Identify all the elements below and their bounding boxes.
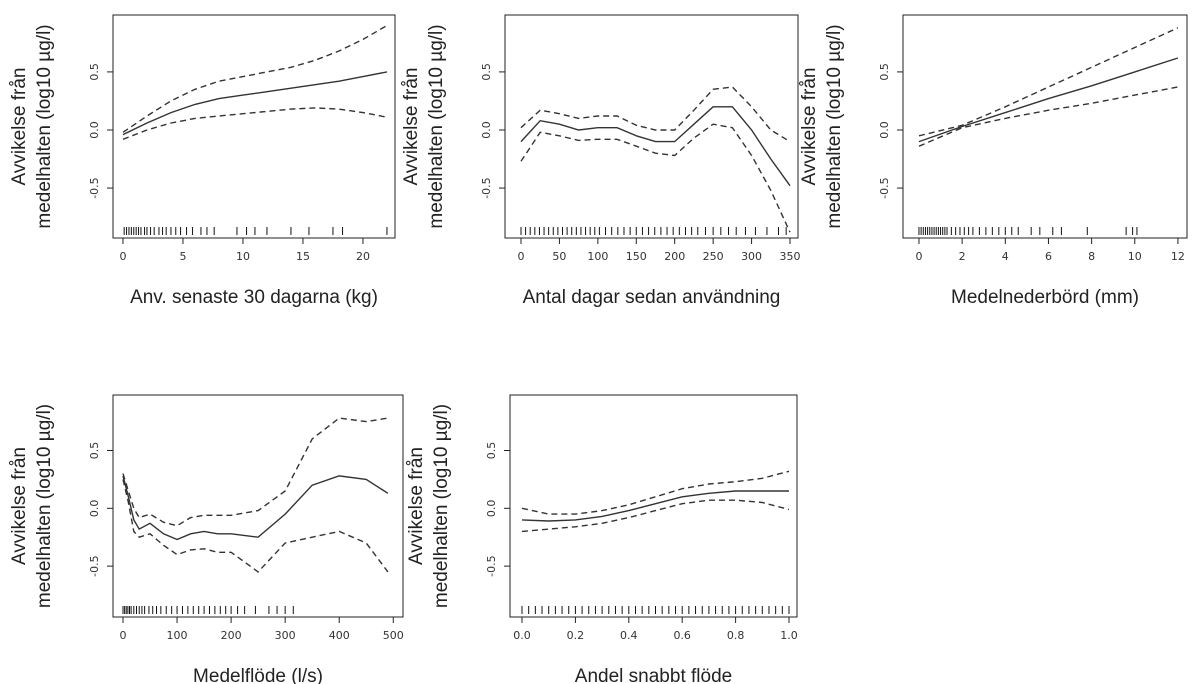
- y-axis-label: medelhalten (log10 µg/l): [34, 24, 55, 228]
- x-tick-label: 20: [356, 250, 370, 263]
- curve: [122, 107, 388, 140]
- y-axis-label: medelhalten (log10 µg/l): [34, 404, 55, 608]
- y-tick-label: 0.5: [485, 442, 498, 460]
- x-tick-label: 0: [517, 250, 524, 263]
- y-axis-label: medelhalten (log10 µg/l): [426, 24, 447, 228]
- x-tick-label: 12: [1171, 250, 1185, 263]
- x-tick-label: 200: [664, 250, 685, 263]
- x-tick-label: 8: [1088, 250, 1095, 263]
- x-axis-label: Andel snabbt flöde: [575, 666, 732, 684]
- x-tick-label: 0.0: [513, 629, 531, 642]
- curve: [521, 499, 790, 533]
- y-tick-label: -0.5: [88, 555, 101, 576]
- x-axis-label: Antal dagar sedan användning: [523, 287, 781, 308]
- x-tick-label: 150: [626, 250, 647, 263]
- plot-box: [112, 14, 396, 239]
- curve: [521, 470, 790, 515]
- x-tick-label: 10: [1128, 250, 1142, 263]
- y-tick-label: 0.0: [88, 121, 101, 139]
- y-axis-label: Avvikelse från: [9, 447, 30, 565]
- x-tick-label: 1.0: [780, 629, 798, 642]
- x-tick-label: 5: [179, 250, 186, 263]
- x-tick-label: 300: [741, 250, 762, 263]
- curve: [520, 106, 791, 187]
- y-axis-label: Avvikelse från: [406, 447, 427, 565]
- y-tick-label: 0.0: [878, 121, 891, 139]
- x-tick-label: 400: [329, 629, 350, 642]
- x-tick-label: 0.2: [567, 629, 585, 642]
- x-tick-label: 100: [167, 629, 188, 642]
- curve: [918, 57, 1179, 143]
- y-axis-label: Avvikelse från: [401, 68, 422, 186]
- y-tick-label: 0.0: [485, 500, 498, 518]
- y-tick-label: 0.5: [88, 63, 101, 81]
- curve: [520, 123, 791, 233]
- x-tick-label: 0.6: [673, 629, 691, 642]
- y-tick-label: 0.0: [88, 500, 101, 518]
- x-tick-label: 100: [587, 250, 608, 263]
- x-tick-label: 500: [383, 629, 404, 642]
- y-axis-label: Avvikelse från: [9, 68, 30, 186]
- curve: [122, 24, 388, 133]
- y-tick-label: -0.5: [878, 177, 891, 198]
- curve: [122, 71, 388, 136]
- y-axis-label: Avvikelse från: [799, 68, 820, 186]
- x-tick-label: 0.4: [620, 629, 638, 642]
- y-axis-label: medelhalten (log10 µg/l): [431, 404, 452, 608]
- curve: [918, 27, 1179, 137]
- curve: [122, 475, 389, 541]
- x-tick-label: 50: [552, 250, 566, 263]
- plot-box: [509, 394, 798, 618]
- y-tick-label: -0.5: [485, 555, 498, 576]
- y-axis-label: medelhalten (log10 µg/l): [824, 24, 845, 228]
- x-axis-label: Medelnederbörd (mm): [951, 287, 1139, 308]
- x-tick-label: 250: [703, 250, 724, 263]
- y-tick-label: -0.5: [480, 177, 493, 198]
- curve: [122, 479, 389, 573]
- x-tick-label: 2: [959, 250, 966, 263]
- y-tick-label: 0.5: [480, 63, 493, 81]
- x-tick-label: 6: [1045, 250, 1052, 263]
- x-tick-label: 10: [236, 250, 250, 263]
- x-tick-label: 200: [221, 629, 242, 642]
- x-tick-label: 4: [1002, 250, 1009, 263]
- y-tick-label: -0.5: [88, 177, 101, 198]
- x-tick-label: 0: [119, 250, 126, 263]
- x-tick-label: 350: [780, 250, 801, 263]
- y-tick-label: 0.5: [878, 63, 891, 81]
- x-axis-label: Medelflöde (l/s): [193, 666, 323, 684]
- x-tick-label: 0: [120, 629, 127, 642]
- x-tick-label: 0.8: [727, 629, 745, 642]
- x-tick-label: 15: [296, 250, 310, 263]
- y-tick-label: 0.5: [88, 442, 101, 460]
- plot-box: [902, 14, 1188, 239]
- curve: [918, 86, 1179, 147]
- plot-box: [112, 394, 404, 618]
- y-tick-label: 0.0: [480, 121, 493, 139]
- plot-box: [504, 14, 799, 239]
- curve: [520, 86, 791, 143]
- x-tick-label: 300: [275, 629, 296, 642]
- x-tick-label: 0: [915, 250, 922, 263]
- x-axis-label: Anv. senaste 30 dagarna (kg): [130, 287, 378, 308]
- curve: [521, 490, 789, 522]
- curve: [122, 417, 389, 527]
